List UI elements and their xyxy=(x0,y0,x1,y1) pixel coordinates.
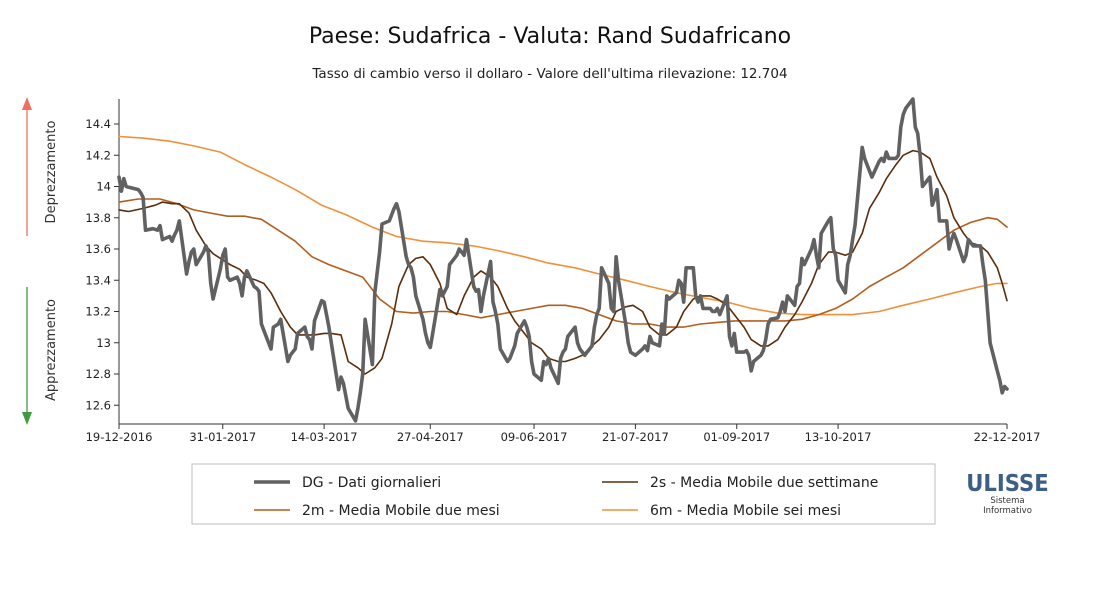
series-line-m6 xyxy=(118,135,1008,316)
y-tick-label: 14.2 xyxy=(85,148,111,162)
y-tick-label: 13.8 xyxy=(85,211,111,225)
x-tick-label: 31-01-2017 xyxy=(189,430,256,444)
x-tick-label: 27-04-2017 xyxy=(397,430,464,444)
legend-label-m6: 6m - Media Mobile sei mesi xyxy=(650,503,841,519)
y-tick-label: 13.6 xyxy=(85,242,111,256)
x-tick-label: 21-07-2017 xyxy=(602,430,669,444)
legend-box xyxy=(191,463,936,525)
y-tick-label: 14.4 xyxy=(85,117,111,131)
chart-series xyxy=(117,97,1009,423)
logo-line-2: Informativo xyxy=(983,506,1032,516)
appreciation-label: Apprezzamento xyxy=(44,299,59,401)
chart-subtitle: Tasso di cambio verso il dollaro - Valor… xyxy=(312,66,788,82)
series-line-m2 xyxy=(118,198,1008,328)
x-tick-label: 01-09-2017 xyxy=(703,430,770,444)
chart-legend: DG - Dati giornalieri 2s - Media Mobile d… xyxy=(191,463,936,525)
y-tick-label: 14 xyxy=(96,180,111,194)
x-tick-label: 14-03-2017 xyxy=(291,430,358,444)
series-line-dg xyxy=(117,97,1009,423)
logo-brand: ULISSE xyxy=(966,471,1049,497)
y-tick-label: 13 xyxy=(96,336,111,350)
y-tick-label: 13.4 xyxy=(85,273,111,287)
x-tick-label: 19-12-2016 xyxy=(86,430,153,444)
legend-label-dg: DG - Dati giornalieri xyxy=(302,475,441,491)
y-tick-label: 12.8 xyxy=(85,367,111,381)
series-line-s2 xyxy=(118,149,1008,375)
chart-axes: 12.6 12.8 13 13.2 13.4 13.6 13.8 14 14.2 14.4 19-1… xyxy=(85,99,1040,444)
x-tick-label: 13-10-2017 xyxy=(805,430,872,444)
y-tick-label: 12.6 xyxy=(85,398,111,412)
legend-label-m2: 2m - Media Mobile due mesi xyxy=(302,503,500,519)
legend-label-s2: 2s - Media Mobile due settimane xyxy=(650,475,878,491)
y-tick-label: 13.2 xyxy=(85,305,111,319)
arrow-down-icon xyxy=(22,412,32,425)
depreciation-label: Deprezzamento xyxy=(44,121,59,224)
chart-title: Paese: Sudafrica - Valuta: Rand Sudafric… xyxy=(308,24,792,49)
logo-line-1: Sistema xyxy=(990,496,1025,506)
side-indicators: Deprezzamento Apprezzamento xyxy=(22,97,59,425)
x-tick-label: 22-12-2017 xyxy=(974,430,1041,444)
ulisse-logo: ULISSE Sistema Informativo xyxy=(960,472,1055,516)
x-tick-label: 09-06-2017 xyxy=(501,430,568,444)
arrow-up-icon xyxy=(22,97,32,110)
